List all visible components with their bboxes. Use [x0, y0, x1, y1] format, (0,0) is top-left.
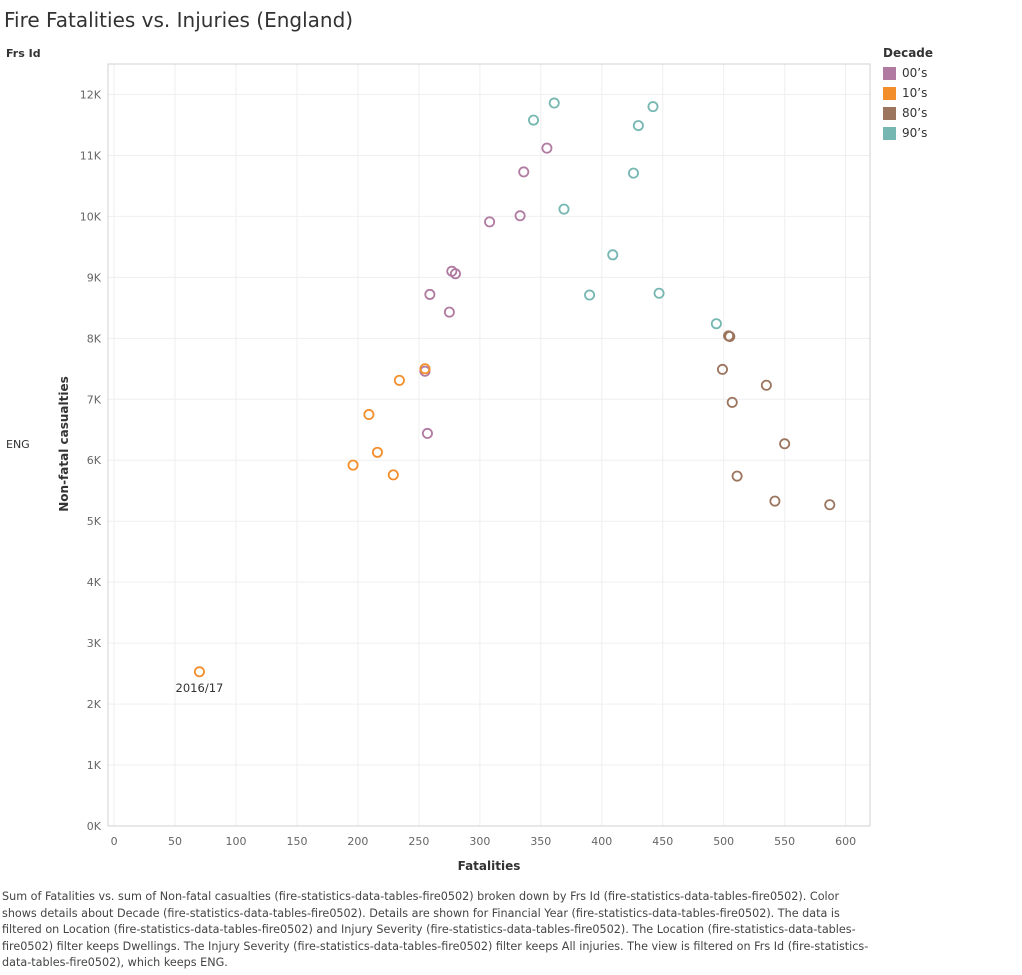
- y-tick-label: 12K: [80, 88, 102, 101]
- x-tick-label: 450: [652, 835, 673, 848]
- data-point: [632, 120, 644, 132]
- y-tick-label: 3K: [87, 637, 102, 650]
- x-tick-label: 500: [713, 835, 734, 848]
- y-tick-label: 10K: [80, 210, 102, 223]
- y-tick-label: 2K: [87, 698, 102, 711]
- x-tick-label: 100: [226, 835, 247, 848]
- data-point: [484, 216, 496, 228]
- y-tick-label: 5K: [87, 515, 102, 528]
- data-point: [647, 101, 659, 113]
- data-point: [363, 409, 375, 421]
- legend-swatch: [883, 66, 896, 80]
- grid-lines: [108, 64, 870, 827]
- data-point: [421, 427, 433, 439]
- x-tick-label: 150: [286, 835, 307, 848]
- data-point: [760, 379, 772, 391]
- data-point: [653, 287, 665, 299]
- data-point: [548, 97, 560, 109]
- legend-label: 10’s: [902, 86, 928, 100]
- legend-item-10s[interactable]: 10’s: [883, 83, 933, 103]
- data-point: [584, 289, 596, 301]
- data-point: [449, 268, 461, 280]
- x-tick-label: 50: [168, 835, 182, 848]
- data-point: [779, 438, 791, 450]
- data-point: [627, 167, 639, 179]
- y-tick-label: 1K: [87, 759, 102, 772]
- data-point: [541, 142, 553, 154]
- data-point: [518, 166, 530, 178]
- legend-label: 80’s: [902, 106, 928, 120]
- y-tick-label: 0K: [87, 820, 102, 833]
- y-tick-label: 6K: [87, 454, 102, 467]
- legend-item-00s[interactable]: 00’s: [883, 63, 933, 83]
- y-tick-label: 4K: [87, 576, 102, 589]
- x-tick-label: 550: [774, 835, 795, 848]
- data-point: [387, 469, 399, 481]
- legend-label: 90’s: [902, 126, 928, 140]
- x-tick-label: 0: [111, 835, 118, 848]
- legend-label: 00’s: [902, 66, 928, 80]
- row-value-eng: ENG: [6, 438, 30, 451]
- y-tick-label: 11K: [80, 149, 102, 162]
- y-tick-label: 9K: [87, 271, 102, 284]
- data-point: [726, 396, 738, 408]
- data-point: [769, 495, 781, 507]
- data-point: [824, 499, 836, 511]
- y-tick-label: 7K: [87, 393, 102, 406]
- data-points: 2016/17: [176, 97, 836, 695]
- x-tick-label: 600: [835, 835, 856, 848]
- legend-item-80s[interactable]: 80’s: [883, 103, 933, 123]
- data-point: [724, 330, 736, 342]
- data-point-label: 2016/17: [176, 681, 224, 695]
- legend-swatch: [883, 106, 896, 120]
- data-point: [419, 363, 431, 375]
- legend-title: Decade: [883, 46, 934, 60]
- x-tick-label: 300: [469, 835, 490, 848]
- x-tick-label: 350: [530, 835, 551, 848]
- y-tick-label: 8K: [87, 332, 102, 345]
- legend-swatch: [883, 126, 896, 140]
- data-point: [393, 374, 405, 386]
- data-point: [716, 363, 728, 375]
- y-axis-label: Non-fatal casualties: [57, 376, 71, 512]
- data-point: [528, 114, 540, 126]
- data-point: [193, 666, 205, 678]
- x-tick-label: 400: [591, 835, 612, 848]
- x-tick-label: 200: [347, 835, 368, 848]
- data-point: [607, 249, 619, 261]
- data-point: [710, 318, 722, 330]
- chart-title: Fire Fatalities vs. Injuries (England): [4, 8, 354, 32]
- legend: Decade 00’s 10’s 80’s 90’s: [883, 46, 933, 143]
- data-point: [371, 446, 383, 458]
- plot-area-border: [107, 63, 871, 827]
- data-point: [424, 288, 436, 300]
- chart-caption: Sum of Fatalities vs. sum of Non-fatal c…: [2, 890, 869, 969]
- row-header-frs-id: Frs Id: [6, 47, 41, 60]
- data-point: [514, 210, 526, 222]
- x-tick-label: 250: [408, 835, 429, 848]
- data-point: [558, 203, 570, 215]
- data-point: [443, 306, 455, 318]
- data-point: [731, 470, 743, 482]
- axis-ticks: 0 50 100 150 200 250 300 350 400 450 500 550 600 0K 1K…: [80, 88, 856, 848]
- data-point: [347, 459, 359, 471]
- x-axis-label: Fatalities: [458, 859, 521, 873]
- legend-item-90s[interactable]: 90’s: [883, 123, 933, 143]
- legend-swatch: [883, 86, 896, 100]
